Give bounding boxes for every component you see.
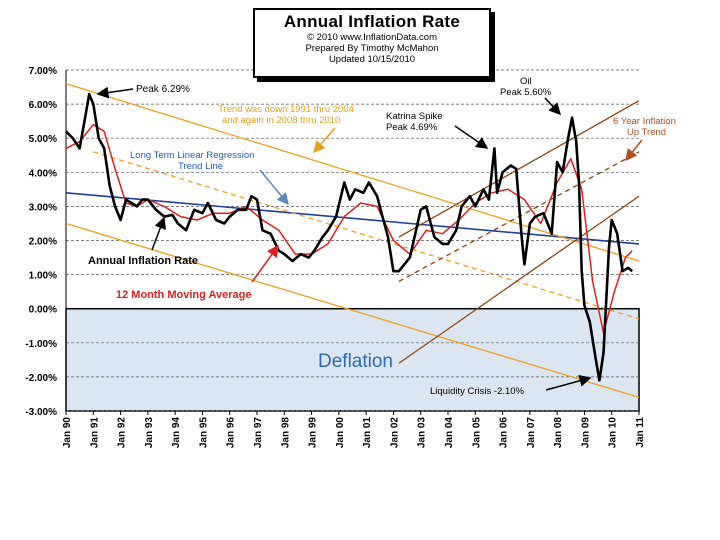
x-tick-label: Jan 02 [389,417,400,449]
x-tick-label: Jan 95 [198,417,209,449]
y-tick-label: 3.00% [29,202,57,213]
series-annual-inflation [66,92,634,382]
x-tick-label: Jan 05 [471,417,482,449]
trend-line [66,83,639,262]
trend-line [66,222,639,398]
chart-title: Annual Inflation Rate [283,12,461,31]
deflation-label: Deflation [318,351,393,372]
annotation-oil-1: Oil [520,76,532,87]
chart-updated: Updated 10/15/2010 [328,54,416,65]
annotation-six-year-2: Up Trend [627,127,666,138]
arrow-katrina [454,125,489,149]
x-tick-label: Jan 04 [444,417,455,449]
y-tick-label: 2.00% [29,237,57,248]
annotation-liquidity: Liquidity Crisis -2.10% [430,386,525,397]
y-tick-label: -1.00% [25,339,57,350]
x-tick-label: Jan 01 [362,417,373,449]
x-tick-label: Jan 97 [253,417,264,449]
annotation-trend-down-1: Trend was down 1991 thru 2004 [218,104,354,115]
x-tick-label: Jan 91 [89,417,100,449]
annotation-trend-down-2: and again in 2008 thru 2010 [222,115,340,126]
arrow-trend-down [313,127,336,154]
chart-title-box: Annual Inflation Rate © 2010 www.Inflati… [253,8,491,78]
chart-copyright: © 2010 www.InflationData.com [306,32,438,43]
trend-line [398,195,639,364]
y-tick-label: 4.00% [29,168,57,179]
y-tick-label: 7.00% [29,66,57,77]
x-tick-label: Jan 10 [608,417,619,449]
arrow-regression [259,169,289,206]
x-tick-label: Jan 96 [226,417,237,449]
deflation-zone [65,307,640,412]
annotation-ma-label: 12 Month Moving Average [116,289,251,301]
x-tick-label: Jan 93 [144,417,155,449]
x-tick-label: Jan 03 [417,417,428,449]
x-tick-label: Jan 99 [308,417,319,449]
trend-line [66,191,639,245]
trend-line [398,100,639,238]
arrow-peak-1991 [96,86,134,99]
annotation-regression-1: Long Term Linear Regression [130,150,254,161]
x-tick-label: Jan 90 [62,417,73,449]
y-tick-label: -2.00% [25,373,57,384]
y-tick-label: -3.00% [25,407,57,418]
y-tick-label: 0.00% [29,305,57,316]
x-tick-label: Jan 06 [499,417,510,449]
annotation-katrina-2: Peak 4.69% [386,122,438,133]
arrow-ma-label [251,244,279,283]
x-tick-label: Jan 92 [117,417,128,449]
x-tick-label: Jan 98 [280,417,291,449]
arrow-liquidity [545,374,592,391]
x-tick-label: Jan 07 [526,417,537,449]
annotation-annual-label: Annual Inflation Rate [88,255,198,267]
annotation-peak-1991: Peak 6.29% [136,84,190,95]
y-tick-label: 5.00% [29,134,57,145]
annotation-six-year-1: 6 Year Inflation [613,116,676,127]
annotation-katrina-1: Katrina Spike [386,111,443,122]
y-tick-label: 1.00% [29,271,57,282]
arrow-annual-label [151,216,166,251]
annotation-regression-2: Trend Line [178,161,223,172]
x-tick-label: Jan 94 [171,417,182,449]
annotation-oil-2: Peak 5.60% [500,87,552,98]
x-tick-label: Jan 11 [635,417,646,448]
arrow-six-year [625,139,643,162]
x-tick-label: Jan 09 [580,417,591,449]
x-tick-label: Jan 08 [553,417,564,449]
chart-author: Prepared By Timothy McMahon [305,43,439,54]
y-tick-label: 6.00% [29,100,57,111]
x-tick-label: Jan 00 [335,417,346,449]
arrow-oil [544,97,562,116]
